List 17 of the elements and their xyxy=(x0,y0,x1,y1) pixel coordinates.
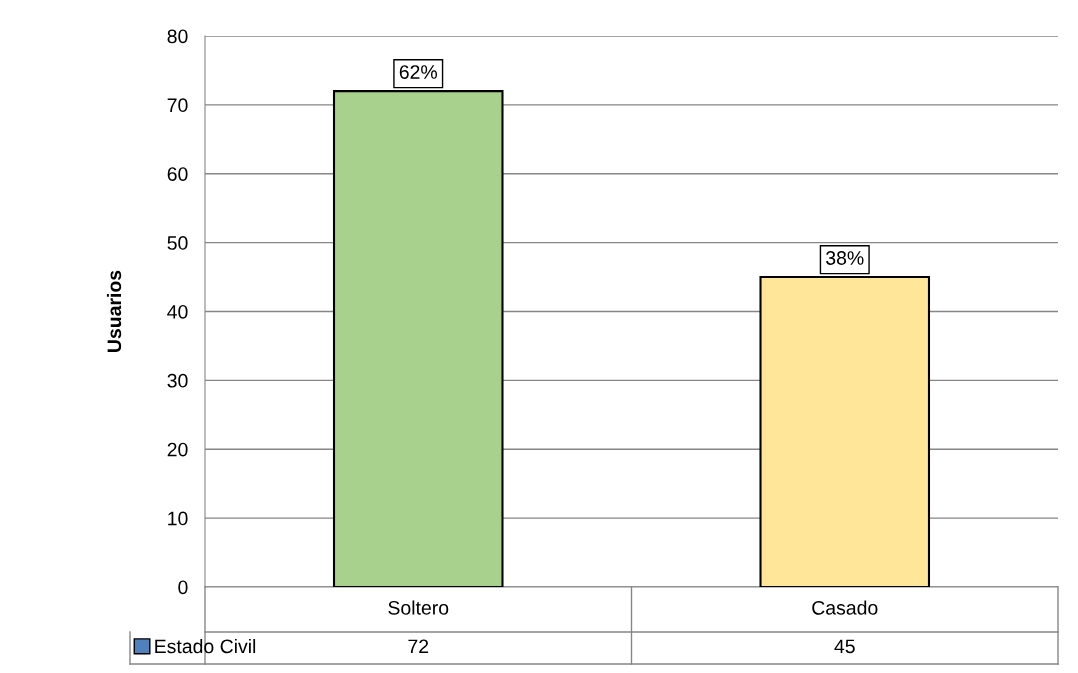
y-tick-label: 60 xyxy=(167,167,188,181)
y-axis-title: Usuarios xyxy=(106,270,122,352)
x-tick-label: Soltero xyxy=(388,600,449,615)
data-label: 72 xyxy=(408,639,429,654)
y-tick-label: 10 xyxy=(168,511,188,526)
y-tick-label: 70 xyxy=(167,98,188,113)
y-tick-label: 50 xyxy=(167,236,188,250)
y-tick-label: 30 xyxy=(167,373,188,388)
x-tick-label: Casado xyxy=(812,600,878,615)
y-tick-label: 20 xyxy=(167,442,188,457)
data-label: 45 xyxy=(834,639,855,654)
annotation: 38% xyxy=(826,251,864,265)
y-tick-label: 40 xyxy=(167,304,188,319)
y-tick-label: 0 xyxy=(178,580,188,595)
y-tick-label: 80 xyxy=(167,29,188,44)
annotation: 62% xyxy=(399,65,438,79)
text: Estado Civil xyxy=(155,638,256,654)
